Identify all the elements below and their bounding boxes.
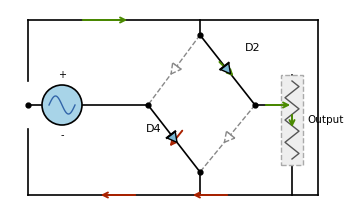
- Polygon shape: [167, 131, 177, 142]
- Polygon shape: [225, 131, 235, 142]
- Polygon shape: [220, 63, 231, 74]
- Circle shape: [42, 85, 82, 125]
- Text: -: -: [60, 130, 64, 140]
- Text: Output: Output: [307, 115, 343, 125]
- Polygon shape: [171, 63, 181, 74]
- Text: D2: D2: [245, 43, 261, 53]
- Text: +: +: [58, 70, 66, 80]
- Text: D4: D4: [146, 124, 162, 134]
- FancyBboxPatch shape: [281, 75, 303, 165]
